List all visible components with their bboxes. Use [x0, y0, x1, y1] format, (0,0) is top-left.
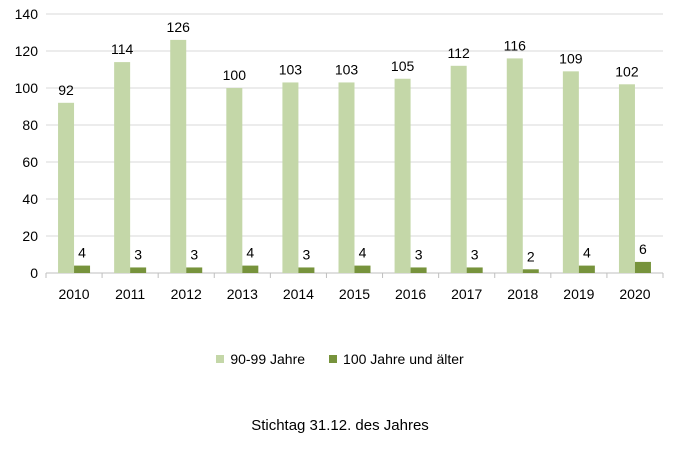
y-tick-label: 20 — [22, 228, 38, 244]
bar-series-2 — [634, 261, 651, 273]
bar-series-2 — [298, 267, 315, 273]
bar-series-1 — [506, 58, 523, 274]
legend-label-series-2: 100 Jahre und älter — [343, 351, 464, 367]
data-label-series-2: 3 — [134, 246, 142, 262]
bar-series-2 — [466, 267, 483, 273]
bar-series-1 — [450, 65, 467, 273]
data-label-series-1: 103 — [279, 61, 303, 77]
x-tick-label: 2018 — [507, 286, 538, 302]
data-label-series-2: 4 — [246, 245, 254, 261]
data-label-series-2: 2 — [527, 248, 535, 264]
bar-series-2 — [186, 267, 203, 273]
bar-series-2 — [578, 265, 595, 273]
bar-series-1 — [394, 78, 411, 273]
legend-item-series-1: 90-99 Jahre — [216, 351, 305, 367]
x-tick-label: 2011 — [115, 286, 145, 302]
data-label-series-1: 105 — [391, 58, 415, 74]
data-label-series-1: 100 — [223, 67, 247, 83]
bar-series-1 — [618, 84, 635, 273]
data-label-series-2: 4 — [583, 245, 591, 261]
data-label-series-2: 6 — [639, 241, 647, 257]
y-tick-label: 100 — [15, 80, 39, 96]
data-label-series-2: 3 — [190, 246, 198, 262]
data-label-series-2: 3 — [471, 246, 479, 262]
x-tick-label: 2017 — [451, 286, 482, 302]
bar-series-1 — [338, 82, 355, 273]
bar-series-2 — [410, 267, 427, 273]
bar-series-2 — [130, 267, 147, 273]
bar-series-1 — [562, 71, 579, 273]
bar-series-2 — [354, 265, 371, 273]
data-label-series-2: 4 — [78, 245, 86, 261]
bar-series-2 — [74, 265, 91, 273]
data-label-series-1: 116 — [504, 37, 527, 53]
bar-series-1 — [226, 88, 243, 273]
data-label-series-2: 3 — [415, 246, 423, 262]
data-label-series-2: 3 — [303, 246, 311, 262]
bar-series-2 — [522, 269, 539, 273]
data-label-series-1: 109 — [559, 50, 583, 66]
y-tick-label: 60 — [22, 154, 38, 170]
legend-label-series-1: 90-99 Jahre — [230, 351, 306, 367]
data-label-series-1: 114 — [111, 41, 134, 57]
x-tick-label: 2013 — [227, 286, 258, 302]
bar-series-1 — [114, 62, 131, 273]
x-tick-label: 2014 — [283, 286, 314, 302]
data-label-series-1: 102 — [615, 63, 639, 79]
bar-series-1 — [282, 82, 299, 273]
y-tick-label: 120 — [15, 43, 39, 59]
legend-swatch-series-1 — [216, 355, 225, 363]
bar-series-2 — [242, 265, 259, 273]
legend-item-series-2: 100 Jahre und älter — [329, 351, 464, 367]
x-tick-label: 2015 — [339, 286, 370, 302]
x-tick-label: 2019 — [563, 286, 594, 302]
bar-chart: 0 20 40 60 80 100 120 140 2010 92 4 2011 114 3 2012 126… — [15, 6, 664, 302]
x-tick-label: 2012 — [171, 286, 202, 302]
x-tick-label: 2010 — [58, 286, 89, 302]
x-tick-label: 2016 — [395, 286, 426, 302]
y-tick-label: 40 — [22, 191, 38, 207]
data-label-series-1: 126 — [167, 19, 191, 35]
data-label-series-1: 92 — [58, 82, 74, 98]
y-tick-label: 0 — [30, 265, 38, 281]
legend-swatch-series-2 — [329, 355, 338, 363]
data-label-series-2: 4 — [359, 245, 367, 261]
y-tick-label: 80 — [22, 117, 38, 133]
x-tick-label: 2020 — [619, 286, 650, 302]
data-label-series-1: 103 — [335, 61, 359, 77]
data-label-series-1: 112 — [448, 45, 471, 61]
y-tick-label: 140 — [15, 6, 39, 22]
legend: 90-99 Jahre 100 Jahre und älter — [0, 351, 680, 367]
chart-caption: Stichtag 31.12. des Jahres — [251, 417, 429, 434]
bar-series-1 — [58, 102, 75, 273]
bar-series-1 — [170, 39, 187, 274]
